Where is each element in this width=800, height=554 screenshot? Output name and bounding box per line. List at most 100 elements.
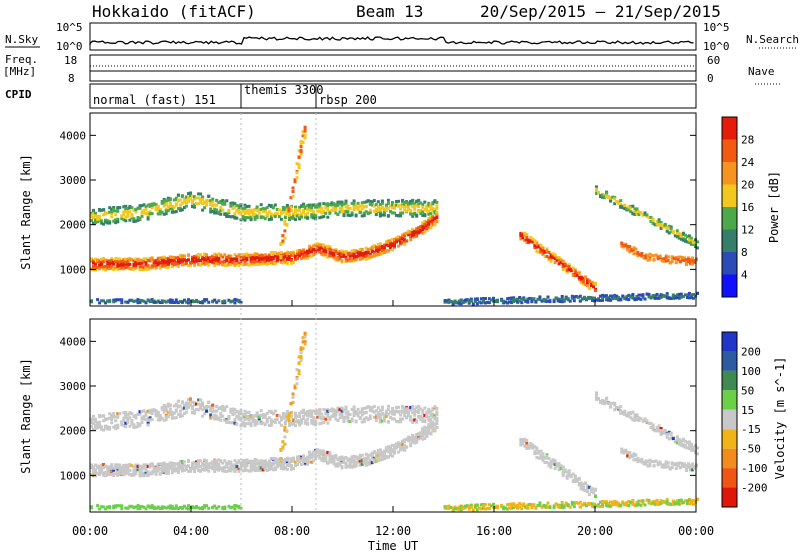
power-cell bbox=[352, 259, 356, 263]
power-cell bbox=[215, 208, 219, 212]
velocity-cell bbox=[172, 469, 176, 472]
velocity-cell bbox=[502, 505, 506, 509]
power-cell bbox=[384, 209, 388, 212]
power-cell bbox=[378, 251, 382, 255]
power-cell bbox=[447, 300, 451, 304]
velocity-cell bbox=[358, 463, 362, 467]
velocity-cell bbox=[235, 468, 239, 471]
power-cell bbox=[540, 299, 544, 303]
velocity-cell bbox=[376, 451, 380, 455]
power-cell bbox=[417, 231, 421, 235]
velocity-cell bbox=[263, 413, 267, 417]
velocity-cell bbox=[350, 459, 354, 463]
velocity-cell bbox=[187, 464, 190, 468]
velocity-cell bbox=[243, 424, 247, 428]
power-cell bbox=[193, 260, 196, 264]
power-cell bbox=[279, 217, 283, 221]
power-cell bbox=[229, 300, 233, 304]
velocity-cell bbox=[293, 386, 297, 390]
velocity-cell bbox=[401, 439, 405, 443]
velocity-cell bbox=[340, 415, 344, 419]
power-cell bbox=[358, 253, 362, 257]
power-cell bbox=[124, 263, 128, 267]
velocity-cell bbox=[312, 419, 316, 423]
velocity-cell bbox=[106, 427, 110, 431]
velocity-cell bbox=[283, 412, 287, 416]
velocity-cell bbox=[411, 433, 415, 437]
power-cell bbox=[221, 199, 225, 203]
power-cell bbox=[243, 253, 247, 257]
power-cell bbox=[112, 300, 116, 304]
power-cell bbox=[92, 208, 95, 212]
power-cell bbox=[193, 255, 196, 259]
power-cell bbox=[104, 220, 108, 224]
velocity-cell bbox=[306, 413, 310, 417]
velocity-cell bbox=[641, 499, 645, 503]
power-cell bbox=[613, 295, 617, 299]
power-cell bbox=[253, 213, 257, 216]
power-cell bbox=[403, 232, 407, 236]
power-cell bbox=[504, 300, 508, 304]
velocity-cell bbox=[197, 398, 201, 402]
velocity-cell bbox=[330, 457, 334, 461]
power-cell bbox=[213, 203, 217, 207]
power-cell bbox=[255, 216, 259, 219]
power-cell bbox=[154, 203, 158, 207]
power-cell bbox=[302, 208, 306, 212]
power-cell bbox=[455, 301, 459, 305]
power-cell bbox=[342, 202, 346, 206]
velocity-cell bbox=[413, 436, 417, 440]
power-cell bbox=[665, 226, 669, 230]
velocity-cell bbox=[110, 471, 114, 475]
power-cell bbox=[681, 295, 685, 298]
power-cell bbox=[370, 203, 374, 207]
power-cell bbox=[433, 199, 437, 203]
velocity-cell bbox=[174, 468, 178, 472]
velocity-cell bbox=[116, 415, 120, 419]
power-cell bbox=[417, 202, 421, 206]
velocity-cell bbox=[415, 439, 419, 443]
velocity-cell bbox=[243, 463, 247, 467]
power-cell bbox=[376, 200, 380, 204]
power-cell bbox=[330, 208, 334, 212]
power-cell bbox=[401, 198, 405, 202]
power-cell bbox=[201, 195, 205, 199]
velocity-cell bbox=[599, 505, 602, 508]
velocity-cell bbox=[510, 502, 514, 506]
velocity-cell bbox=[120, 469, 124, 473]
velocity-cell bbox=[411, 418, 415, 422]
power-cell bbox=[176, 262, 180, 266]
velocity-cell bbox=[395, 409, 398, 413]
power-cell bbox=[312, 203, 316, 207]
velocity-cell bbox=[213, 467, 217, 471]
velocity-cell bbox=[217, 463, 221, 467]
velocity-cell bbox=[673, 502, 677, 506]
power-cell bbox=[142, 268, 146, 272]
velocity-cell bbox=[582, 501, 586, 505]
power-cell bbox=[126, 257, 130, 261]
power-cell bbox=[231, 261, 235, 265]
power-cell bbox=[413, 207, 417, 211]
power-cell bbox=[303, 136, 307, 140]
velocity-cell bbox=[310, 421, 314, 425]
power-cell bbox=[334, 207, 338, 210]
power-cell bbox=[223, 299, 227, 303]
cpid-label: CPID bbox=[5, 88, 32, 101]
velocity-cell bbox=[407, 439, 411, 443]
power-cell bbox=[370, 246, 374, 250]
power-cell bbox=[124, 210, 128, 214]
power-cell bbox=[378, 242, 382, 246]
power-cell bbox=[166, 258, 170, 262]
velocity-cell bbox=[519, 440, 523, 444]
velocity-cell bbox=[189, 403, 192, 407]
power-cell bbox=[591, 296, 594, 300]
power-cell bbox=[429, 208, 433, 212]
velocity-cell bbox=[389, 416, 392, 420]
velocity-cell bbox=[128, 468, 132, 472]
power-cell bbox=[158, 212, 162, 216]
velocity-cell bbox=[561, 471, 565, 475]
power-cell bbox=[686, 256, 690, 260]
velocity-cell bbox=[114, 415, 118, 419]
velocity-cell bbox=[457, 505, 461, 509]
power-cell bbox=[318, 202, 322, 206]
